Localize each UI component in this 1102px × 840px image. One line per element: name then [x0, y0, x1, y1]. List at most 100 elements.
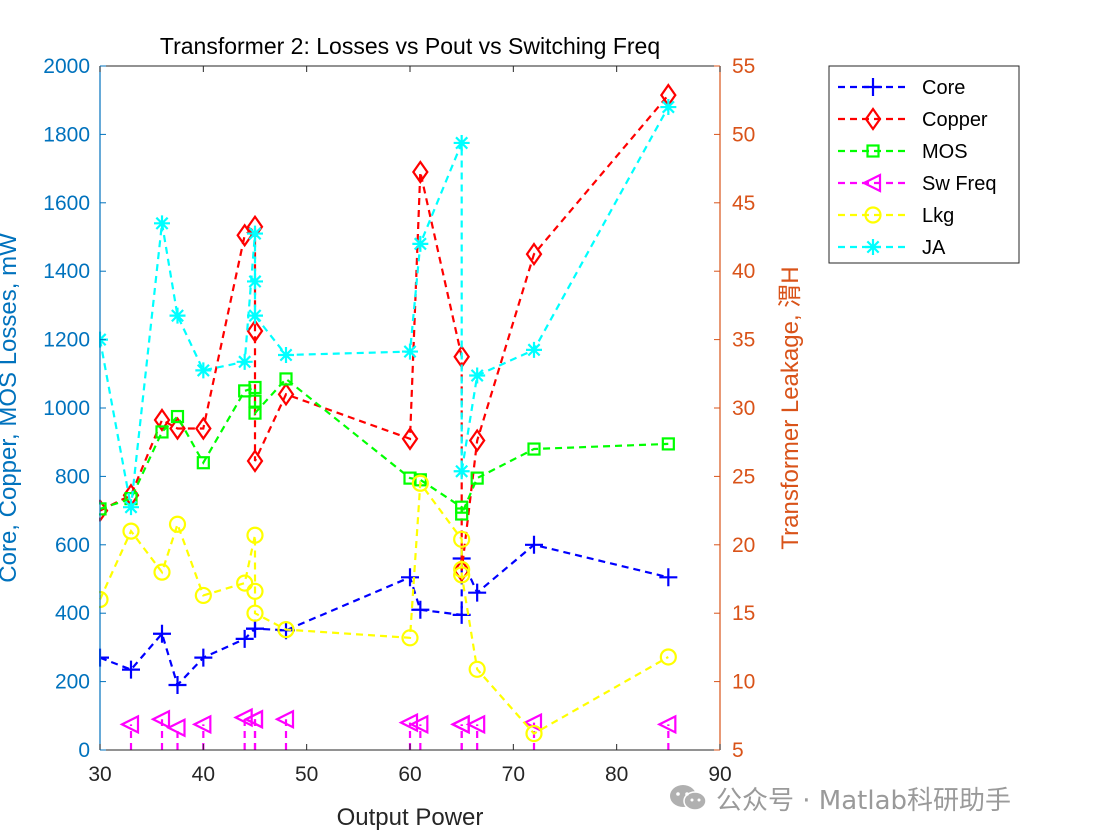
series-ja-point: [278, 346, 294, 363]
legend-entry-lkg: Lkg: [838, 205, 954, 227]
series-ja-point: [236, 353, 253, 370]
series-mos-point: [661, 437, 675, 451]
x-tick-label: 60: [398, 763, 421, 786]
legend-entry-core-label: Core: [922, 77, 965, 99]
x-tick-label: 70: [502, 763, 525, 786]
series-ja-point: [453, 463, 470, 480]
y-right-tick-label: 40: [732, 260, 755, 283]
series-core-point: [168, 676, 187, 695]
series-lkg-point: [236, 574, 254, 592]
series-copper-point: [277, 382, 295, 407]
series-mos-point: [455, 507, 469, 521]
y-right-tick-label: 20: [732, 534, 755, 557]
x-tick-label: 30: [88, 763, 111, 786]
y-left-tick-label: 400: [55, 602, 90, 625]
y-right-tick-label: 35: [732, 329, 755, 352]
series-lkg-point: [246, 604, 264, 622]
wechat-icon: [668, 783, 708, 813]
series-lkg-point: [453, 530, 471, 548]
plot-area: [100, 66, 720, 750]
series-copper-point: [411, 160, 429, 184]
series-ja-point: [247, 307, 263, 324]
legend-entry-mos-marker: [866, 144, 880, 158]
axes-layer: 30 40 50 60 70 80 90 0 200 400 600 800 1000 1200 1400 1…: [43, 55, 755, 786]
legend-entry-ja-marker: [865, 239, 881, 255]
y-left-tick-label: 800: [55, 465, 90, 488]
series-lkg-point: [401, 629, 419, 647]
x-tick-label: 90: [708, 763, 731, 786]
series-ja-point: [660, 99, 677, 116]
series-sw-freq-point: [243, 709, 264, 729]
series-core-point: [401, 568, 419, 587]
series-ja-point: [526, 341, 542, 358]
series-lkg-point: [411, 474, 429, 492]
series-sw-freq-point: [166, 717, 186, 738]
series-sw-freq-point: [465, 714, 486, 735]
series-ja-point: [169, 307, 186, 324]
series-copper-point: [194, 416, 212, 441]
y-right-tick-label: 15: [732, 602, 755, 625]
x-axis-label: Output Power: [337, 804, 484, 831]
y-left-tick-label: 1400: [43, 260, 90, 283]
legend-entry-mos: MOS: [838, 141, 968, 163]
series-lkg-point: [122, 522, 140, 540]
y-right-tick-label: 50: [732, 123, 755, 146]
series-core-line: [99, 543, 669, 688]
series-core-point: [525, 535, 543, 554]
y-right-tick-label: 30: [732, 397, 755, 420]
watermark: 公众号 · Matlab科研助手: [668, 780, 1011, 816]
series-ja-point: [469, 367, 486, 384]
series-ja-point: [453, 134, 470, 151]
series-mos-point: [170, 409, 185, 424]
series-ja-point: [247, 225, 263, 242]
y-left-tick-label: 0: [78, 739, 90, 762]
series-mos-point: [470, 471, 484, 485]
x-tick-label: 50: [295, 763, 318, 786]
series-core-point: [153, 624, 171, 643]
y-right-tick-label: 10: [732, 671, 755, 694]
legend-entry-sw-freq-marker: [861, 173, 882, 193]
series-copper-point: [153, 408, 171, 432]
series-core-point: [235, 629, 254, 648]
y-left-tick-label: 2000: [43, 55, 90, 78]
series-sw-freq: [119, 707, 677, 750]
series-mos-point: [455, 500, 469, 514]
series-core-point: [246, 619, 264, 638]
series-core-point: [468, 583, 487, 602]
series-sw-freq-point: [656, 714, 677, 735]
legend-entry-core-marker: [864, 78, 882, 96]
series-lkg-point: [246, 526, 264, 544]
series-sw-freq-point: [150, 709, 171, 729]
series-sw-freq-point: [274, 709, 295, 729]
series-sw-freq-point: [191, 714, 212, 735]
series-lkg-point: [453, 566, 471, 584]
legend: Core Copper MOS Sw Freq Lkg JA: [828, 65, 1020, 264]
series-ja-point: [247, 273, 263, 290]
y-right-tick-label: 45: [732, 192, 755, 215]
series-copper-point: [246, 449, 264, 473]
legend-entry-ja: JA: [838, 237, 946, 259]
legend-entry-mos-label: MOS: [922, 141, 968, 163]
series-copper-point: [468, 428, 486, 453]
series-lkg-point: [277, 621, 295, 639]
series-mos-point: [196, 456, 210, 470]
series-ja-point: [154, 215, 170, 232]
series-ja-point: [412, 235, 429, 252]
series-lkg: [99, 474, 677, 743]
series-sw-freq-point: [408, 714, 429, 735]
series-copper-line: [99, 94, 670, 571]
y-axis-left-label: Core, Copper, MOS Losses, mW: [0, 233, 22, 583]
y-right-tick-label: 25: [732, 465, 755, 488]
series-lkg-point: [468, 660, 486, 678]
series-mos-point: [155, 425, 169, 439]
series-sw-freq-point: [119, 714, 140, 735]
series-mos-point: [527, 442, 541, 456]
legend-entry-ja-label: JA: [922, 237, 946, 259]
series-mos-point: [248, 406, 262, 420]
series-copper-point: [525, 242, 543, 267]
series-copper-point: [453, 558, 471, 583]
legend-entry-lkg-marker: [864, 206, 882, 224]
series-lkg-point: [659, 648, 677, 666]
legend-box: [828, 65, 1020, 264]
